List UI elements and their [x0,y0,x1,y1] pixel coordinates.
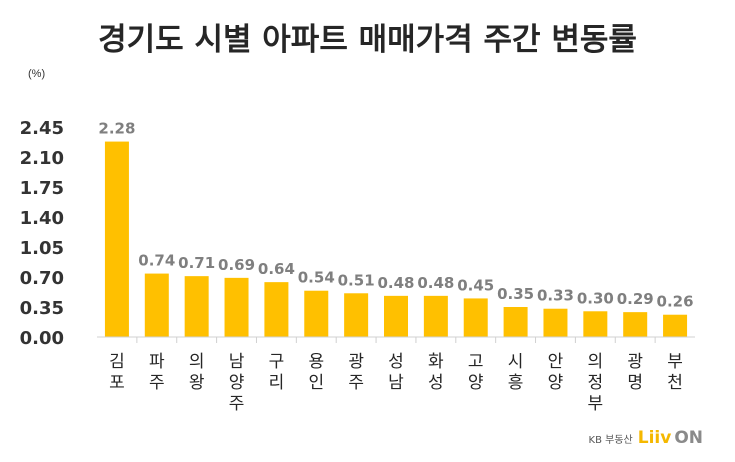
bar [304,290,329,337]
data-label: 0.54 [298,269,335,287]
bars [104,141,688,337]
bar [104,141,129,337]
brand-kb-text: KB 부동산 [588,435,633,446]
y-axis-ticks: 0.00 0.35 0.70 1.05 1.40 1.75 2.10 2.45 [20,118,64,349]
data-label: 0.26 [657,293,694,311]
brand-on-text: ON [674,428,703,448]
value-labels: 2.280.74 0.71 0.69 0.64 0.54 0.51 0.48 0.48 0.45… [98,120,693,311]
y-tick-label: 1.75 [20,178,64,199]
y-tick-label: 0.70 [20,268,64,289]
bar [184,276,209,337]
bar [543,308,568,337]
category-labels: 김 포 파 주 의 왕 남 양 주 구 리 용 인 광 주 성 남 화 성 고 양 시 흥 안 양 의 정 부 광 명 부 천 [109,337,683,414]
brand-liiv-text: Liiv [637,428,672,448]
chart-title: 경기도 시별 아파트 매매가격 주간 변동률 [98,22,637,58]
bar [344,293,369,337]
data-label: 0.69 [218,256,255,274]
bar [583,311,608,337]
liiv-on-logo: Liiv ON [638,428,703,448]
data-label: 0.33 [537,287,574,305]
data-label: 0.74 [138,252,175,270]
y-tick-label: 0.35 [20,298,64,319]
y-tick-label: 0.00 [20,328,64,349]
y-tick-label: 1.40 [20,208,64,229]
bar [623,312,648,337]
data-label: 0.71 [178,254,215,272]
y-tick-label: 2.10 [20,148,64,169]
bar [463,298,488,337]
data-label: 0.45 [457,276,494,294]
bar [224,277,249,337]
y-tick-label: 1.05 [20,238,64,259]
bar [144,273,169,337]
y-axis-unit: (%) [28,68,46,80]
data-label: 0.35 [497,285,534,303]
bar [264,282,289,337]
bar [503,307,528,337]
data-label: 0.51 [338,271,375,289]
data-label: 0.48 [377,274,414,292]
data-label: 0.29 [617,290,654,308]
bar [423,295,448,337]
bar [384,295,408,337]
y-tick-label: 2.45 [20,118,64,139]
data-label: 0.30 [577,289,614,307]
bar [663,314,688,337]
data-label: 0.64 [258,260,295,278]
data-label: 2.28 [98,120,135,138]
data-label: 0.48 [417,274,454,292]
brand-logo: KB 부동산 Liiv ON [589,428,703,448]
